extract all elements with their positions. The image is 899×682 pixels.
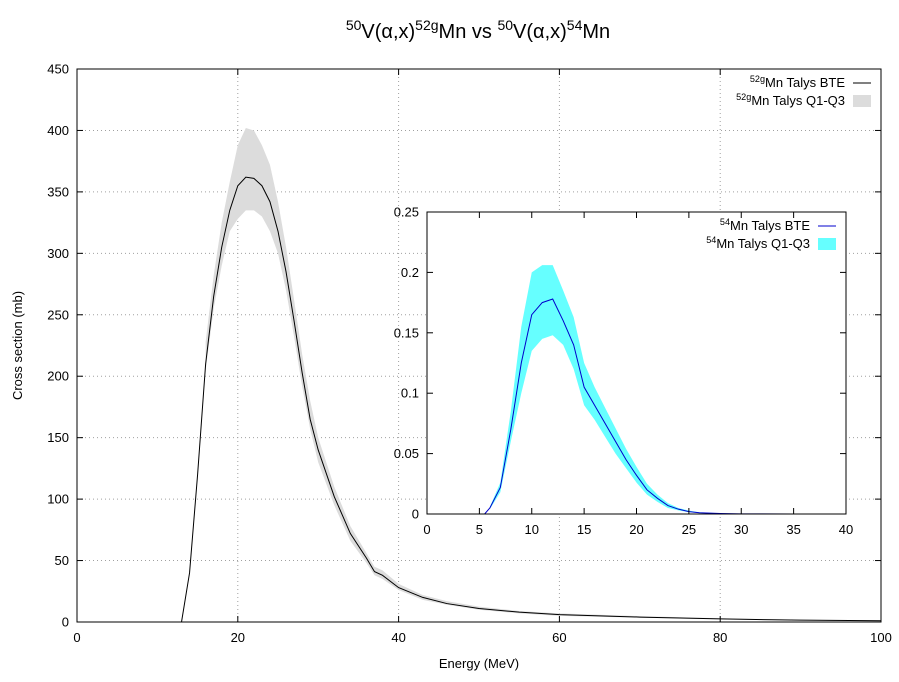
x-tick-label: 5: [476, 522, 483, 537]
y-tick-label: 350: [47, 184, 69, 199]
x-axis-label: Energy (MeV): [439, 656, 519, 671]
text-run: V(α,x): [513, 21, 567, 43]
x-tick-label: 35: [786, 522, 800, 537]
x-tick-label: 0: [73, 630, 80, 645]
main-plot-frame: [76, 68, 882, 623]
superscript: 54: [706, 235, 716, 245]
text-run: Mn Talys Q1-Q3: [716, 236, 810, 251]
superscript: 52g: [736, 92, 751, 102]
x-tick-label: 15: [577, 522, 591, 537]
x-tick-label: 10: [525, 522, 539, 537]
inset-legend-label-0: 54Mn Talys BTE: [720, 217, 810, 233]
text-run: Mn Talys Q1-Q3: [751, 93, 845, 108]
main-series-line: [77, 176, 882, 623]
main-legend-label-0: 52gMn Talys BTE: [750, 74, 845, 90]
main-legend-label-1: 52gMn Talys Q1-Q3: [736, 92, 845, 108]
x-tick-label: 40: [391, 630, 405, 645]
inset-legend-swatch: [818, 238, 836, 250]
text-run: Mn vs: [439, 21, 498, 43]
inset-series-line: [427, 298, 846, 515]
y-tick-label: 400: [47, 123, 69, 138]
y-tick-label: 0.1: [401, 386, 419, 401]
inset-plot: 0 5 10 15 20 25 30 35 4000.050.10.150.20.2554Mn …: [394, 205, 854, 538]
main-plot: 0 20 40 60 80 100050100150200250300350400450E…: [10, 62, 892, 672]
x-tick-label: 80: [713, 630, 727, 645]
superscript: 50: [497, 17, 513, 33]
text-run: Mn Talys BTE: [765, 75, 845, 90]
y-axis-label: Cross section (mb): [10, 291, 25, 400]
y-tick-label: 0.25: [394, 205, 419, 220]
superscript: 50: [346, 17, 362, 33]
y-tick-label: 0.2: [401, 265, 419, 280]
text-run: Mn Talys BTE: [730, 218, 810, 233]
inset-legend-label-1: 54Mn Talys Q1-Q3: [706, 235, 810, 251]
x-tick-label: 20: [629, 522, 643, 537]
y-tick-label: 0: [412, 507, 419, 522]
y-tick-label: 300: [47, 246, 69, 261]
text-run: Mn: [582, 21, 610, 43]
y-tick-label: 450: [47, 62, 69, 77]
inset-series-band: [489, 265, 742, 514]
x-tick-label: 20: [231, 630, 245, 645]
y-tick-label: 150: [47, 430, 69, 445]
inset-background: [427, 212, 846, 514]
superscript: 52g: [415, 17, 438, 33]
superscript: 52g: [750, 74, 765, 84]
y-tick-label: 50: [55, 553, 69, 568]
x-tick-label: 30: [734, 522, 748, 537]
x-tick-label: 25: [682, 522, 696, 537]
y-tick-label: 0.15: [394, 325, 419, 340]
y-tick-label: 250: [47, 307, 69, 322]
x-tick-label: 0: [423, 522, 430, 537]
chart-title: 50V(α,x)52gMn vs 50V(α,x)54Mn: [346, 17, 610, 43]
y-tick-label: 200: [47, 369, 69, 384]
x-tick-label: 60: [552, 630, 566, 645]
text-run: V(α,x): [361, 21, 415, 43]
y-tick-label: 100: [47, 492, 69, 507]
y-tick-label: 0: [62, 615, 69, 630]
superscript: 54: [567, 17, 583, 33]
x-tick-label: 100: [870, 630, 892, 645]
x-tick-label: 40: [839, 522, 853, 537]
main-legend-swatch: [853, 95, 871, 107]
superscript: 54: [720, 217, 730, 227]
y-tick-label: 0.05: [394, 446, 419, 461]
